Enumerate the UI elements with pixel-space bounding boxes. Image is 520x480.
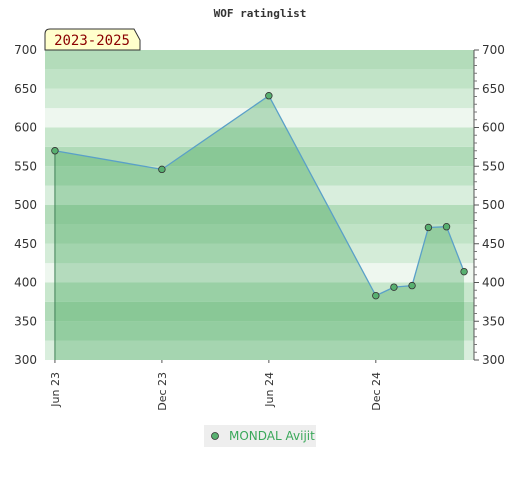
y-tick-label-left: 500	[14, 198, 37, 212]
background-band	[45, 50, 474, 70]
y-tick-label-right: 550	[482, 159, 505, 173]
series-layer	[51, 92, 468, 360]
data-point	[372, 291, 380, 300]
y-tick-label-left: 650	[14, 82, 37, 96]
badge-box	[44, 28, 141, 51]
background-band	[45, 340, 474, 360]
background-band	[45, 224, 474, 244]
background-band	[45, 88, 474, 109]
background-band	[45, 108, 474, 128]
background-band	[45, 166, 474, 186]
y-tick-label-right: 350	[482, 314, 505, 328]
chart-title: WOF ratinglist	[214, 7, 307, 20]
y-tick-label-left: 450	[14, 237, 37, 251]
y-tick-label-right: 650	[482, 82, 505, 96]
background-band	[45, 69, 474, 89]
x-axis: Jun 23 Dec 23 Jun 24 Dec 24	[49, 360, 383, 411]
y-axis-right: 300 350 400 450 500 550 600 650 700	[473, 43, 505, 367]
x-tick-label: Jun 24	[263, 372, 276, 408]
legend: MONDAL Avijit	[204, 425, 316, 447]
x-tick-label: Dec 23	[156, 372, 169, 411]
series-area	[54, 95, 465, 360]
period-badge: 2023-2025	[44, 28, 141, 51]
y-axis-left: 300 350 400 450 500 550 600 650 700	[14, 43, 37, 367]
data-point	[424, 223, 433, 232]
y-tick-label-left: 700	[14, 43, 37, 57]
y-tick-label-left: 400	[14, 276, 37, 290]
legend-box	[204, 425, 316, 447]
background-band	[45, 127, 474, 147]
badge-label: 2023-2025	[54, 33, 130, 49]
data-point	[265, 92, 273, 100]
y-tick-label-right: 450	[482, 237, 505, 251]
data-point	[51, 147, 59, 155]
data-point	[390, 283, 398, 291]
y-tick-label-left: 550	[14, 159, 37, 173]
data-point	[408, 281, 416, 290]
background-band	[45, 205, 474, 225]
y-tick-label-right: 300	[482, 353, 505, 367]
legend-label: MONDAL Avijit	[229, 429, 315, 443]
y-tick-label-right: 600	[482, 121, 505, 135]
data-point	[158, 165, 166, 174]
y-tick-label-left: 600	[14, 121, 37, 135]
y-tick-label-right: 500	[482, 198, 505, 212]
background-band	[45, 282, 474, 302]
y-tick-label-right: 400	[482, 276, 505, 290]
legend-marker	[211, 432, 219, 440]
background-band	[45, 321, 474, 341]
background-band	[45, 185, 474, 205]
background-band	[45, 301, 474, 322]
background-bands	[45, 50, 474, 360]
background-band	[45, 146, 474, 167]
x-tick-label: Jun 23	[49, 372, 62, 408]
x-tick-label: Dec 24	[370, 372, 383, 411]
data-point	[460, 267, 468, 276]
y-tick-label-right: 700	[482, 43, 505, 57]
y-tick-label-left: 300	[14, 353, 37, 367]
y-tick-label-left: 350	[14, 314, 37, 328]
background-band	[45, 243, 474, 264]
data-point	[442, 222, 451, 231]
